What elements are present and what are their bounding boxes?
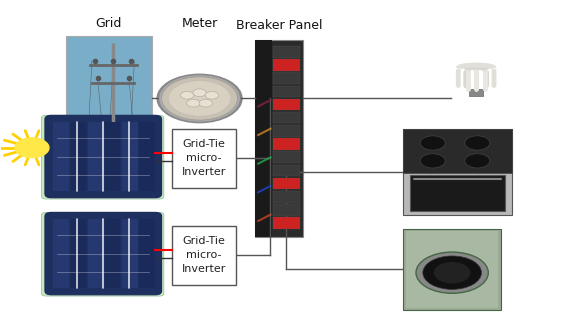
Bar <box>53 122 69 191</box>
Bar <box>273 86 300 97</box>
Bar <box>88 122 103 191</box>
Bar <box>273 125 300 137</box>
Bar <box>273 191 300 203</box>
Text: Breaker Panel: Breaker Panel <box>236 19 323 32</box>
Bar <box>53 219 69 289</box>
Bar <box>273 59 300 71</box>
Circle shape <box>15 138 49 157</box>
Circle shape <box>420 136 445 150</box>
FancyBboxPatch shape <box>172 129 236 187</box>
Bar <box>88 219 103 289</box>
Bar <box>273 72 300 84</box>
Circle shape <box>160 76 239 121</box>
Circle shape <box>205 91 219 99</box>
FancyBboxPatch shape <box>45 115 162 198</box>
Bar <box>66 36 152 140</box>
FancyBboxPatch shape <box>172 226 236 285</box>
Bar <box>273 46 300 57</box>
Bar <box>273 217 300 229</box>
Circle shape <box>199 100 213 107</box>
Bar <box>273 99 300 110</box>
Bar <box>403 129 512 173</box>
Bar <box>403 129 512 215</box>
Text: Grid: Grid <box>96 17 122 30</box>
Bar <box>255 39 303 237</box>
Bar <box>105 122 121 191</box>
Circle shape <box>15 138 49 157</box>
Circle shape <box>181 91 194 99</box>
Circle shape <box>162 77 237 120</box>
Bar <box>139 122 155 191</box>
Bar <box>410 175 505 211</box>
Bar <box>273 138 300 150</box>
Circle shape <box>420 154 445 168</box>
FancyBboxPatch shape <box>42 115 164 199</box>
Bar <box>255 39 272 237</box>
Bar <box>273 165 300 176</box>
Text: Grid-Tie
micro-
Inverter: Grid-Tie micro- Inverter <box>182 236 226 274</box>
Bar <box>273 112 300 124</box>
Bar <box>105 219 121 289</box>
Text: Grid-Tie
micro-
Inverter: Grid-Tie micro- Inverter <box>182 139 226 177</box>
Circle shape <box>193 89 206 97</box>
Bar <box>139 219 155 289</box>
Bar <box>71 219 86 289</box>
Circle shape <box>168 81 231 116</box>
Bar <box>71 122 86 191</box>
Circle shape <box>423 256 481 289</box>
Bar <box>122 219 137 289</box>
Bar <box>273 204 300 216</box>
Bar <box>273 152 300 163</box>
Circle shape <box>465 154 490 168</box>
Circle shape <box>416 252 488 293</box>
Circle shape <box>157 74 242 123</box>
FancyBboxPatch shape <box>42 213 164 296</box>
Circle shape <box>435 263 470 283</box>
Bar <box>470 89 483 96</box>
Bar <box>406 230 498 308</box>
Bar <box>122 122 137 191</box>
Circle shape <box>465 136 490 150</box>
FancyBboxPatch shape <box>45 213 162 295</box>
Bar <box>273 178 300 189</box>
Circle shape <box>187 100 200 107</box>
Bar <box>403 229 501 310</box>
Text: Meter: Meter <box>181 17 218 30</box>
